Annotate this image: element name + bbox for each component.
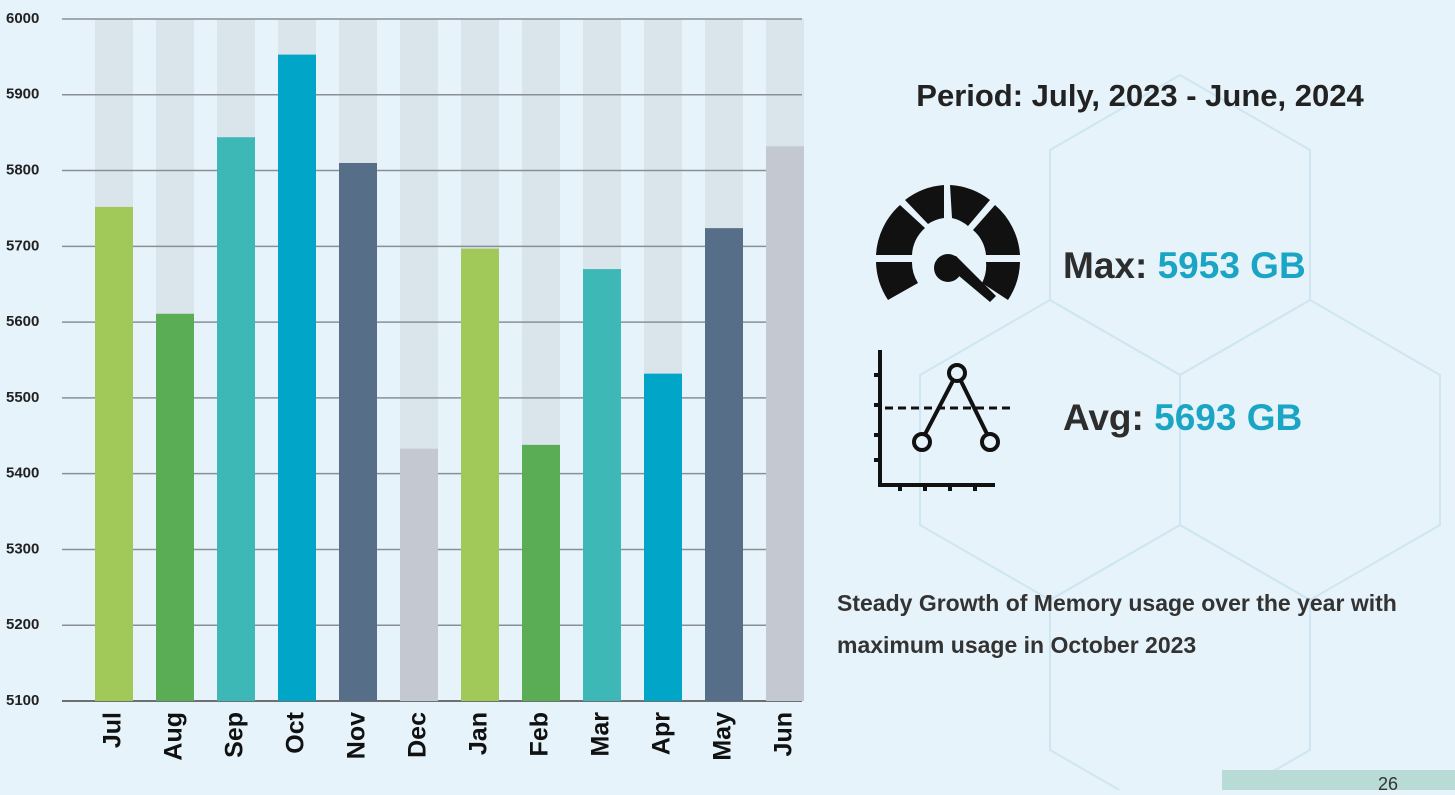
y-tick-label: 5600 bbox=[6, 313, 39, 330]
bar bbox=[461, 248, 499, 701]
y-tick-label: 5100 bbox=[6, 692, 39, 709]
bar bbox=[583, 269, 621, 701]
page-number: 26 bbox=[1378, 774, 1399, 794]
x-tick-label: Dec bbox=[404, 712, 432, 758]
max-label: Max: bbox=[1063, 245, 1148, 286]
bar bbox=[95, 206, 133, 701]
y-tick-label: 5700 bbox=[6, 237, 39, 254]
background-hexagons bbox=[919, 73, 1441, 790]
y-tick-label: 5200 bbox=[6, 616, 39, 633]
x-tick-label: Jan bbox=[465, 712, 493, 755]
bar bbox=[217, 137, 255, 702]
bar bbox=[156, 313, 194, 701]
x-tick-label: Jul bbox=[99, 712, 127, 748]
bar bbox=[705, 228, 743, 701]
max-value: 5953 GB bbox=[1157, 245, 1306, 286]
description: Steady Growth of Memory usage over the y… bbox=[837, 590, 1397, 658]
x-tick-label: Apr bbox=[648, 712, 676, 755]
max-stat: Max: 5953 GB bbox=[1063, 245, 1306, 287]
y-tick-label: 5500 bbox=[6, 389, 39, 406]
y-tick-label: 6000 bbox=[6, 10, 39, 27]
x-tick-label: Mar bbox=[587, 712, 615, 757]
y-tick-label: 5400 bbox=[6, 465, 39, 482]
bar bbox=[522, 444, 560, 701]
x-tick-label: May bbox=[709, 712, 737, 761]
x-tick-label: Feb bbox=[526, 712, 554, 756]
y-tick-label: 5900 bbox=[6, 86, 39, 103]
x-tick-label: Nov bbox=[343, 712, 371, 759]
x-tick-label: Sep bbox=[221, 712, 249, 758]
y-tick-label: 5300 bbox=[6, 540, 39, 557]
period: Period: July, 2023 - June, 2024 bbox=[916, 78, 1364, 113]
avg-stat: Avg: 5693 GB bbox=[1063, 397, 1302, 439]
bar bbox=[644, 373, 682, 701]
avg-label: Avg: bbox=[1063, 397, 1144, 438]
x-tick-label: Jun bbox=[770, 712, 798, 756]
average-icon bbox=[874, 350, 1015, 491]
avg-value: 5693 GB bbox=[1154, 397, 1303, 438]
bar bbox=[400, 448, 438, 701]
bar bbox=[278, 54, 316, 702]
logo bbox=[1222, 770, 1455, 790]
bar bbox=[339, 162, 377, 701]
bar bbox=[766, 146, 804, 702]
y-tick-label: 5800 bbox=[6, 162, 39, 179]
x-tick-label: Aug bbox=[160, 712, 188, 761]
gauge-icon bbox=[876, 185, 1020, 302]
x-tick-label: Oct bbox=[282, 711, 310, 753]
